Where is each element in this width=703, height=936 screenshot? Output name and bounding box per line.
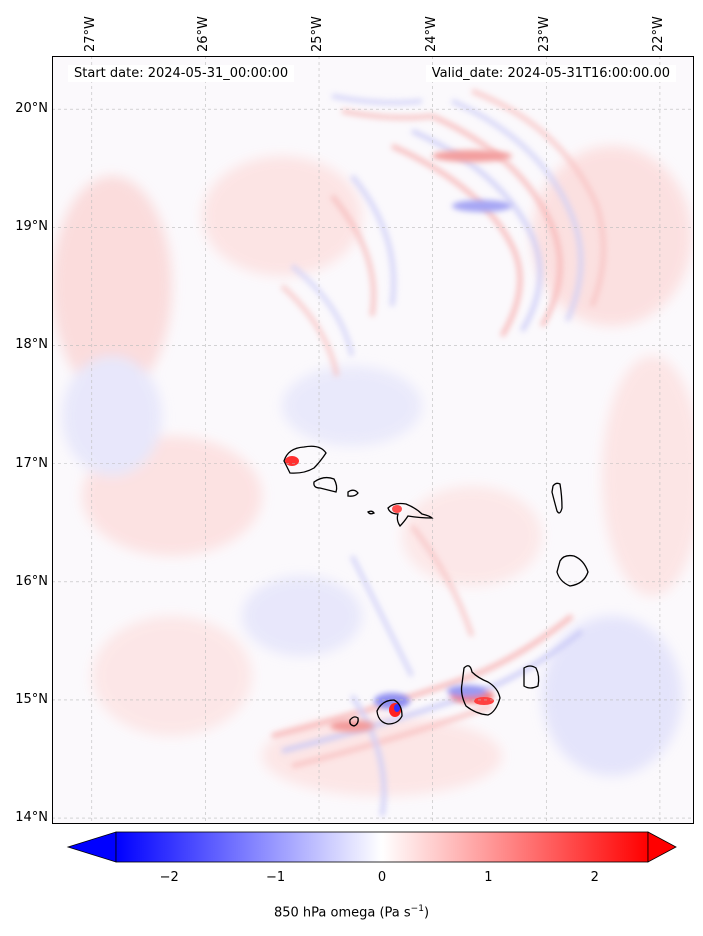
lon-tick-label: 27°W xyxy=(82,16,98,52)
colorbar-tick-label: −1 xyxy=(266,870,286,885)
colorbar-tick-label: −2 xyxy=(159,870,179,885)
island-sao-nicolau xyxy=(387,502,434,528)
colorbar-body xyxy=(115,831,649,863)
lat-tick-label: 19°N xyxy=(15,219,48,235)
island-santa-luzia xyxy=(347,489,359,497)
lat-tick-label: 15°N xyxy=(15,691,48,707)
island-brava xyxy=(349,716,359,727)
island-maio xyxy=(523,665,540,689)
omega-map xyxy=(52,56,694,824)
lat-tick-label: 18°N xyxy=(15,337,48,353)
island-sal xyxy=(551,482,563,514)
lat-tick-label: 20°N xyxy=(15,101,48,117)
gridlines xyxy=(52,56,694,824)
colorbar-tick-label: 1 xyxy=(484,870,493,885)
start-date-label: Start date: 2024-05-31_00:00:00 xyxy=(68,65,295,82)
colorbar-extend-low xyxy=(66,831,117,863)
lat-tick-label: 17°N xyxy=(15,455,48,471)
valid-date-label: Valid_date: 2024-05-31T16:00:00.00 xyxy=(425,65,676,82)
lat-tick-label: 14°N xyxy=(15,810,48,826)
coastlines xyxy=(283,445,589,727)
colorbar-tick-label: 2 xyxy=(590,870,599,885)
island-branco xyxy=(367,510,375,515)
lon-tick-label: 22°W xyxy=(650,16,666,52)
island-santiago xyxy=(460,665,501,716)
omega-field xyxy=(52,88,694,817)
lon-tick-label: 25°W xyxy=(310,16,326,52)
island-sao-vicente xyxy=(313,476,338,493)
colorbar xyxy=(66,831,677,863)
colorbar-label: 850 hPa omega (Pa s−1) xyxy=(273,904,430,921)
lat-tick-label: 16°N xyxy=(15,573,48,589)
lon-tick-label: 23°W xyxy=(537,16,553,52)
map-border xyxy=(52,56,694,824)
island-santo-antao xyxy=(283,445,327,474)
lon-tick-label: 24°W xyxy=(423,16,439,52)
island-fogo xyxy=(376,699,403,725)
island-boa-vista xyxy=(556,554,589,587)
colorbar-extend-high xyxy=(647,831,677,863)
colorbar-tick-label: 0 xyxy=(377,870,387,885)
lon-tick-label: 26°W xyxy=(196,16,212,52)
